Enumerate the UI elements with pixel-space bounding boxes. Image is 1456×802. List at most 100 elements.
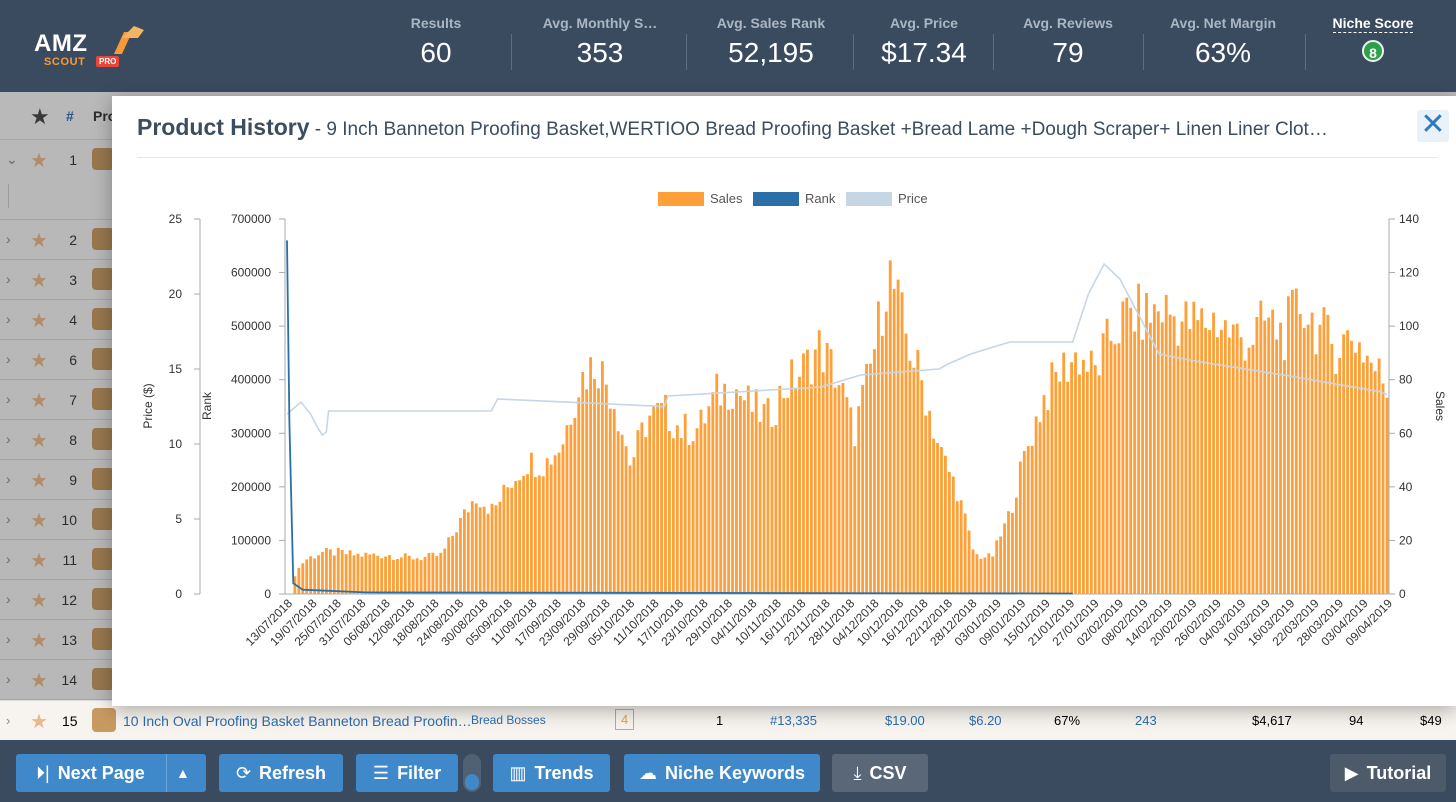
sales-bar: [301, 563, 305, 594]
trends-button[interactable]: ▥ Trends: [493, 754, 610, 792]
niche-score[interactable]: Niche Score 8: [1318, 15, 1428, 62]
stat-2: Avg. Sales Rank 52,195: [696, 15, 846, 69]
sales-bar: [735, 389, 738, 594]
star-icon[interactable]: ★: [30, 590, 48, 612]
chevron-right-icon[interactable]: ›: [6, 551, 11, 567]
price-tick-label: 5: [175, 512, 182, 526]
chevron-right-icon[interactable]: ›: [6, 631, 11, 647]
sales-bar: [892, 288, 896, 594]
reviews-cell[interactable]: 243: [1135, 713, 1157, 728]
table-row[interactable]: › ★ 15 10 Inch Oval Proofing Basket Bann…: [0, 700, 1456, 740]
star-icon[interactable]: ★: [30, 550, 48, 572]
chevron-right-icon[interactable]: ›: [6, 511, 11, 527]
product-thumbnail[interactable]: [92, 308, 114, 330]
product-thumbnail[interactable]: [92, 428, 114, 450]
chevron-right-icon[interactable]: ›: [6, 311, 11, 327]
sales-bar: [1133, 331, 1137, 594]
star-icon[interactable]: ★: [30, 670, 48, 692]
product-thumbnail[interactable]: [92, 348, 114, 370]
sales-bar: [896, 279, 900, 594]
sales-bar: [908, 360, 912, 594]
stat-value: 60: [420, 37, 452, 68]
sales-bar: [774, 425, 778, 594]
fees-cell[interactable]: $6.20: [969, 713, 1002, 728]
rank-tick-label: 700000: [231, 212, 271, 226]
chevron-right-icon[interactable]: ›: [6, 591, 11, 607]
product-thumbnail[interactable]: [92, 708, 116, 732]
star-icon[interactable]: ★: [30, 150, 48, 172]
price-tick-label: 20: [169, 287, 183, 301]
star-column-icon[interactable]: ★: [30, 104, 50, 129]
product-thumbnail[interactable]: [92, 388, 114, 410]
product-thumbnail[interactable]: [92, 268, 114, 290]
star-icon[interactable]: ★: [30, 711, 48, 733]
chevron-right-icon[interactable]: ›: [6, 391, 11, 407]
sales-bar: [360, 556, 364, 594]
sales-bar: [1361, 362, 1365, 594]
product-thumbnail[interactable]: [92, 628, 114, 650]
stat-separator: [1305, 34, 1306, 70]
caret-up-icon[interactable]: ▲: [176, 765, 190, 781]
sales-bar: [1381, 383, 1385, 594]
chevron-right-icon[interactable]: ›: [6, 271, 11, 287]
star-icon[interactable]: ★: [30, 310, 48, 332]
star-icon[interactable]: ★: [30, 270, 48, 292]
chevron-right-icon[interactable]: ›: [6, 351, 11, 367]
refresh-button[interactable]: ⟳ Refresh: [219, 754, 343, 792]
price-tick-label: 10: [169, 437, 183, 451]
chevron-right-icon[interactable]: ›: [6, 471, 11, 487]
column-product-header[interactable]: Pro: [93, 108, 117, 124]
star-icon[interactable]: ★: [30, 430, 48, 452]
product-name-link[interactable]: 10 Inch Oval Proofing Basket Banneton Br…: [123, 713, 472, 729]
chevron-right-icon[interactable]: ›: [6, 431, 11, 447]
sales-bar: [912, 367, 916, 594]
price-tick-label: 0: [175, 587, 182, 601]
sales-bar: [679, 438, 683, 594]
sales-bar: [1172, 316, 1176, 594]
sales-bar: [821, 372, 825, 594]
sellers-count-badge[interactable]: 4: [615, 709, 635, 730]
sales-bar: [1216, 337, 1219, 594]
product-thumbnail[interactable]: [92, 548, 114, 570]
rank-cell[interactable]: #13,335: [770, 713, 817, 728]
refresh-icon: ⟳: [235, 763, 252, 783]
close-icon[interactable]: ✕: [1417, 110, 1449, 142]
star-icon[interactable]: ★: [30, 390, 48, 412]
star-icon[interactable]: ★: [30, 630, 48, 652]
stat-label: Avg. Sales Rank: [716, 15, 826, 31]
niche-score-label[interactable]: Niche Score: [1332, 15, 1414, 33]
toolbar-scroll-handle[interactable]: [463, 754, 481, 792]
brand-link[interactable]: Bread Bosses: [471, 713, 546, 727]
niche-keywords-button[interactable]: ☁ Niche Keywords: [624, 754, 820, 792]
sales-bar: [1239, 337, 1243, 594]
chevron-right-icon[interactable]: ›: [6, 671, 11, 687]
sales-bar: [340, 550, 344, 594]
star-icon[interactable]: ★: [30, 470, 48, 492]
column-number-header[interactable]: #: [66, 108, 74, 124]
sales-bar: [1030, 445, 1034, 594]
product-thumbnail[interactable]: [92, 148, 114, 170]
sales-bar: [565, 425, 569, 594]
product-thumbnail[interactable]: [92, 668, 114, 690]
sales-bar: [648, 415, 652, 594]
next-page-button[interactable]: ⏵| Next Page ▲: [16, 754, 206, 792]
csv-button[interactable]: ⤓ CSV: [832, 754, 928, 792]
product-thumbnail[interactable]: [92, 588, 114, 610]
product-thumbnail[interactable]: [92, 508, 114, 530]
star-icon[interactable]: ★: [30, 350, 48, 372]
price-cell[interactable]: $19.00: [885, 713, 925, 728]
filter-button[interactable]: ☰ Filter: [356, 754, 458, 792]
row-number: 10: [61, 512, 77, 528]
stat-value: 52,195: [728, 37, 814, 68]
chevron-right-icon[interactable]: ›: [6, 231, 11, 247]
star-icon[interactable]: ★: [30, 230, 48, 252]
logo-arrow-icon: [114, 26, 144, 54]
star-icon[interactable]: ★: [30, 510, 48, 532]
product-thumbnail[interactable]: [92, 228, 114, 250]
chevron-down-icon[interactable]: ⌄: [6, 151, 18, 167]
sales-bar: [794, 388, 798, 594]
sales-bar: [1243, 360, 1247, 594]
expand-chevron-icon[interactable]: ›: [6, 713, 11, 728]
product-thumbnail[interactable]: [92, 468, 114, 490]
tutorial-button[interactable]: ▶ Tutorial: [1330, 754, 1446, 792]
